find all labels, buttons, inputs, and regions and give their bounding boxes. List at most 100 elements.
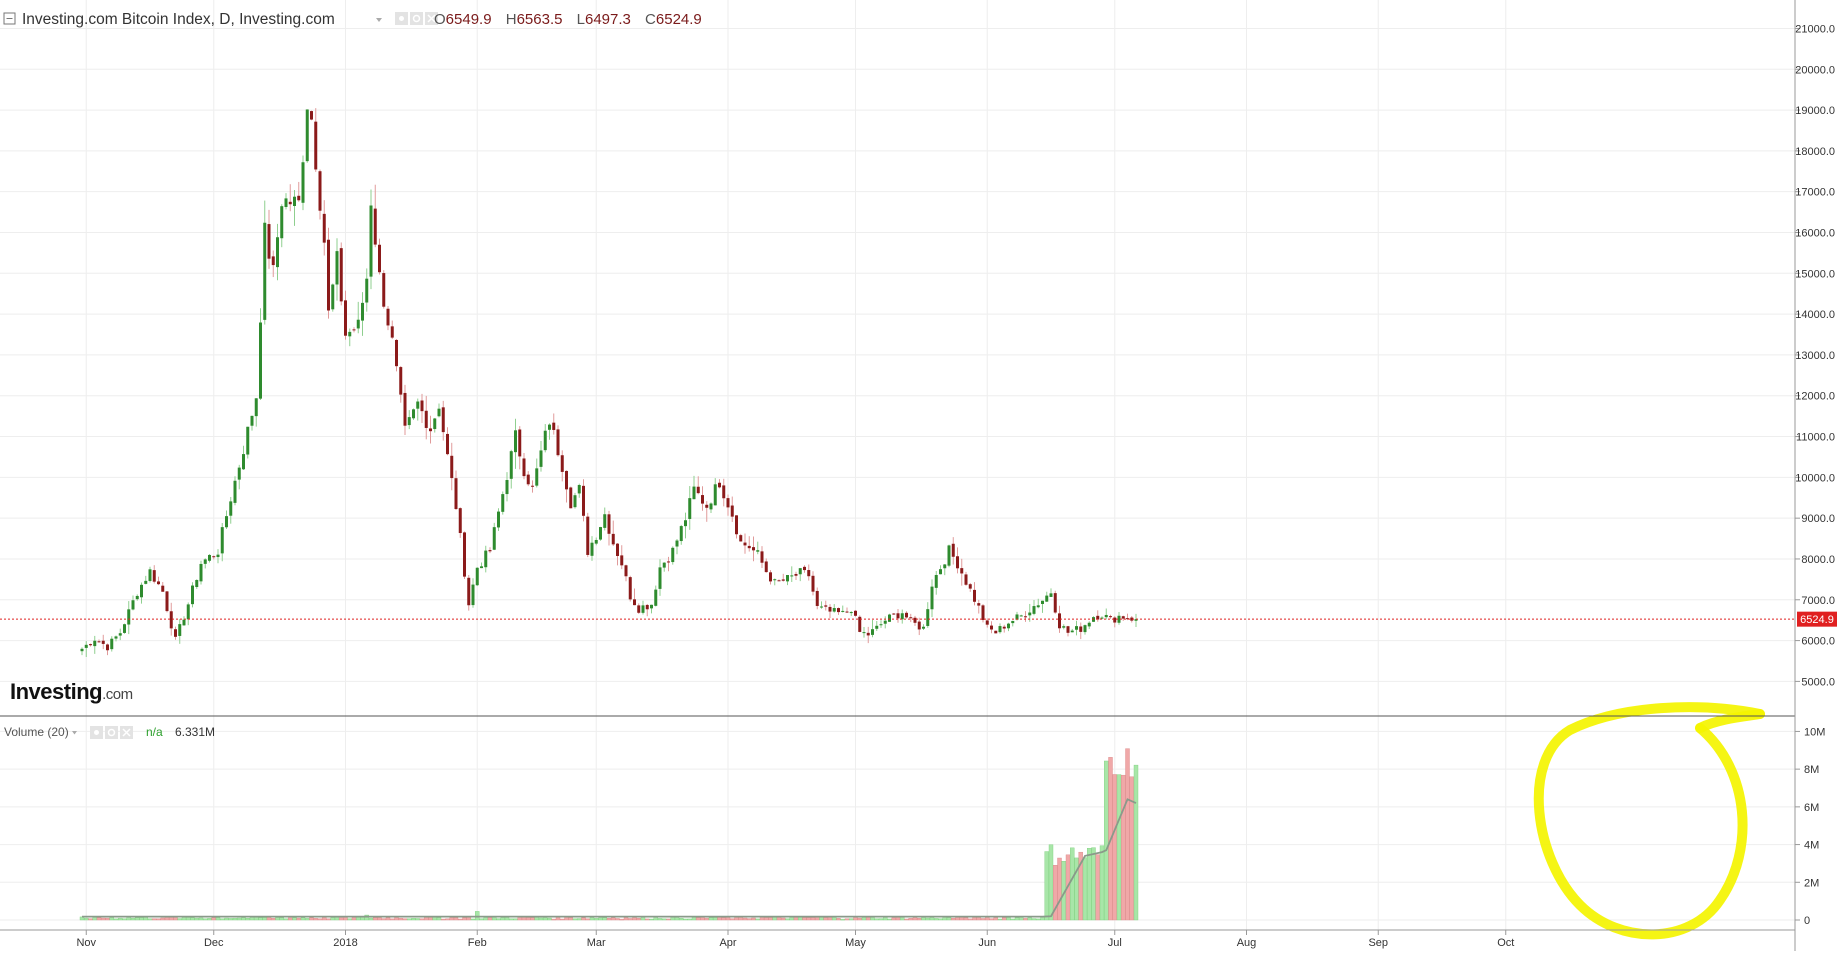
eye-icon[interactable] [395, 12, 408, 25]
volume-bar [169, 916, 174, 921]
volume-bar [721, 917, 726, 921]
time-axis[interactable]: Nov Dec 2018 Feb Mar Apr May Jun Jul Aug Sep Oct [76, 930, 1514, 949]
candle [123, 623, 126, 634]
candle-body [756, 550, 760, 552]
candle [539, 441, 543, 472]
candle-body [441, 407, 445, 433]
volume-bar [802, 917, 807, 921]
volume-bar [368, 917, 374, 921]
candle [841, 605, 845, 613]
candle-body [1032, 606, 1036, 614]
candle-body [633, 599, 636, 606]
candle-body [960, 568, 964, 574]
candle [165, 591, 169, 613]
volume-bar [220, 918, 225, 921]
volume-bar [428, 916, 433, 921]
candle-body [237, 467, 241, 480]
volume-bar [483, 917, 488, 921]
candle [994, 630, 998, 634]
candle-body [730, 505, 734, 517]
volume-bar [152, 918, 157, 921]
candle [671, 546, 675, 565]
candle [106, 643, 109, 656]
candle [1053, 590, 1057, 614]
candle [892, 613, 896, 615]
candle [548, 423, 551, 440]
volume-bar [84, 917, 89, 921]
volume-bar [1006, 917, 1011, 921]
chevron-down-icon[interactable] [72, 731, 77, 735]
candle [909, 613, 913, 623]
candle-body [293, 196, 296, 207]
volume-bar [1027, 917, 1032, 921]
volume-bar [840, 918, 845, 921]
volume-bar [496, 918, 501, 921]
price-tick-label: 20000.0 [1795, 64, 1835, 76]
volume-bar [1057, 857, 1062, 921]
candle-body [1079, 626, 1083, 632]
candle-body [611, 533, 615, 545]
low-value: 6497.3 [585, 11, 631, 28]
volume-bar [917, 917, 922, 921]
collapse-square-icon[interactable] [3, 12, 16, 25]
volume-bar [666, 918, 671, 921]
candle-body [280, 206, 284, 239]
candle [590, 536, 594, 561]
volume-bar [606, 918, 612, 921]
candle-body [535, 468, 539, 486]
candle-body [837, 608, 840, 613]
candle [854, 610, 857, 617]
volume-label[interactable]: Volume (20) [4, 725, 69, 739]
candle [675, 539, 679, 555]
candle-body [803, 566, 806, 571]
candle-body [696, 486, 700, 494]
candle [628, 575, 632, 602]
candle [543, 424, 547, 453]
volume-bar [594, 918, 599, 921]
symbol-title[interactable]: Investing.com Bitcoin Index, D, Investin… [22, 11, 335, 28]
candle-body [964, 574, 968, 585]
candle-body [892, 613, 896, 615]
volume-bar [844, 918, 850, 921]
candle-body [841, 610, 845, 612]
chevron-down-icon[interactable] [376, 18, 382, 22]
volume-bar [636, 917, 641, 921]
close-icon[interactable] [425, 12, 438, 25]
volume-axis[interactable]: 0 2M 4M 6M 8M 10M [1795, 726, 1825, 927]
logo-suffix: .com [102, 686, 133, 703]
volume-bar [819, 917, 824, 921]
candle [947, 544, 951, 568]
candle-body [492, 527, 496, 550]
candle-body [662, 562, 666, 568]
volume-bar [921, 917, 926, 921]
candle-body [798, 568, 802, 575]
candle [263, 200, 267, 325]
candle-body [424, 410, 428, 428]
volume-bar [292, 917, 297, 921]
volume-bar [768, 917, 773, 921]
gear-icon[interactable] [410, 12, 423, 25]
candle [654, 585, 658, 607]
candle [926, 602, 930, 628]
price-axis[interactable]: 5000.0 6000.0 7000.0 8000.0 9000.0 10000.0 110… [1795, 23, 1835, 688]
volume-bar [351, 917, 357, 921]
candle-body [1075, 626, 1078, 630]
candle [879, 620, 883, 628]
volume-ma-value: n/a [146, 725, 163, 739]
volume-bar [704, 917, 709, 921]
candle-body [896, 613, 900, 619]
volume-bar [517, 917, 522, 921]
candle-body [1011, 620, 1015, 624]
candle [1036, 598, 1040, 609]
candle [620, 545, 624, 570]
candle [191, 582, 194, 608]
candle [888, 613, 891, 623]
candle-body [89, 644, 92, 646]
volume-bar [411, 918, 416, 921]
eye-icon[interactable] [90, 726, 103, 739]
volume-bar [377, 917, 382, 921]
close-icon[interactable] [120, 726, 133, 739]
gear-icon[interactable] [105, 726, 118, 739]
